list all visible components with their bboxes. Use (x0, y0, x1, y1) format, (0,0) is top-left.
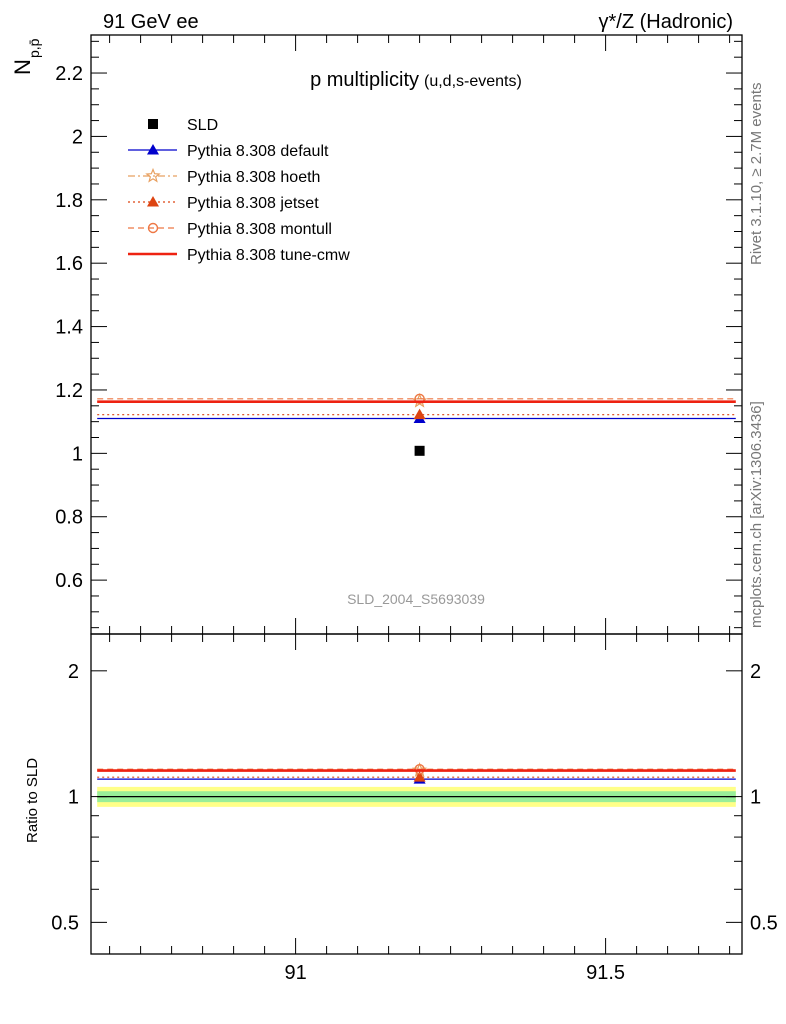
plot-title: p multiplicity (310, 69, 419, 91)
legend-marker (148, 119, 158, 129)
main-y-tick-label: 0.8 (55, 507, 83, 529)
data-point (414, 763, 425, 775)
legend-entry-label: Pythia 8.308 default (187, 143, 329, 160)
data-point (413, 771, 426, 782)
main-y-axis-label: N p,p̄ (10, 38, 42, 75)
main-y-tick-label: 1.6 (55, 253, 83, 275)
ratio-plot-panel: 91 91.5 0.5 0.5 1 1 2 2 Ratio to SLD (24, 633, 778, 984)
x-tick-label: 91.5 (586, 962, 625, 984)
ratio-y-axis-label: Ratio to SLD (24, 758, 41, 843)
main-y-tick-label: 1.2 (55, 380, 83, 402)
analysis-watermark: SLD_2004_S5693039 (347, 591, 485, 607)
legend-marker (145, 167, 161, 183)
main-y-tick-label: 1.4 (55, 317, 83, 339)
ratio-y-tick-label-right: 2 (750, 661, 761, 683)
data-point (414, 445, 425, 456)
legend-marker (147, 196, 159, 207)
energy-label: 91 GeV ee (103, 11, 199, 33)
legend-entry-label: Pythia 8.308 montull (187, 221, 332, 238)
legend-entry-label: Pythia 8.308 jetset (187, 195, 319, 212)
ratio-y-tick-label: 2 (68, 661, 79, 683)
legend-entry-label: SLD (187, 117, 218, 134)
legend: SLD Pythia 8.308 default Pythia 8.308 hoet… (128, 117, 350, 264)
legend-marker (147, 144, 159, 155)
main-y-tick-label: 1 (72, 443, 83, 465)
ratio-y-tick-label-right: 0.5 (750, 912, 778, 934)
legend-marker (147, 222, 159, 234)
x-tick-label: 91 (284, 962, 306, 984)
main-y-tick-label: 0.6 (55, 570, 83, 592)
main-y-axis-label-sub: p,p̄ (26, 38, 42, 58)
ratio-plot-frame (90, 633, 743, 955)
rivet-version-label: Rivet 3.1.10, ≥ 2.7M events (748, 83, 765, 266)
data-point (413, 408, 426, 420)
main-y-tick-label: 1.8 (55, 190, 83, 212)
main-y-tick-label: 2.2 (55, 63, 83, 85)
legend-entry-label: Pythia 8.308 hoeth (187, 169, 320, 186)
mcplots-label: mcplots.cern.ch [arXiv:1306.3436] (748, 401, 765, 628)
data-point (414, 393, 425, 405)
main-y-axis-label-main: N (10, 59, 35, 75)
process-label: γ*/Z (Hadronic) (599, 11, 733, 33)
ratio-y-tick-label: 0.5 (51, 912, 79, 934)
plot-subtitle: (u,d,s-events) (424, 73, 522, 90)
ratio-y-tick-label: 1 (68, 787, 79, 809)
legend-entry-label: Pythia 8.308 tune-cmw (187, 247, 350, 264)
ratio-y-tick-label-right: 1 (750, 787, 761, 809)
main-y-tick-label: 2 (72, 126, 83, 148)
main-plot-panel: 0.6 0.8 1 1.2 1.4 1.6 1.8 2 2.2 p multiplicity (… (10, 34, 743, 635)
